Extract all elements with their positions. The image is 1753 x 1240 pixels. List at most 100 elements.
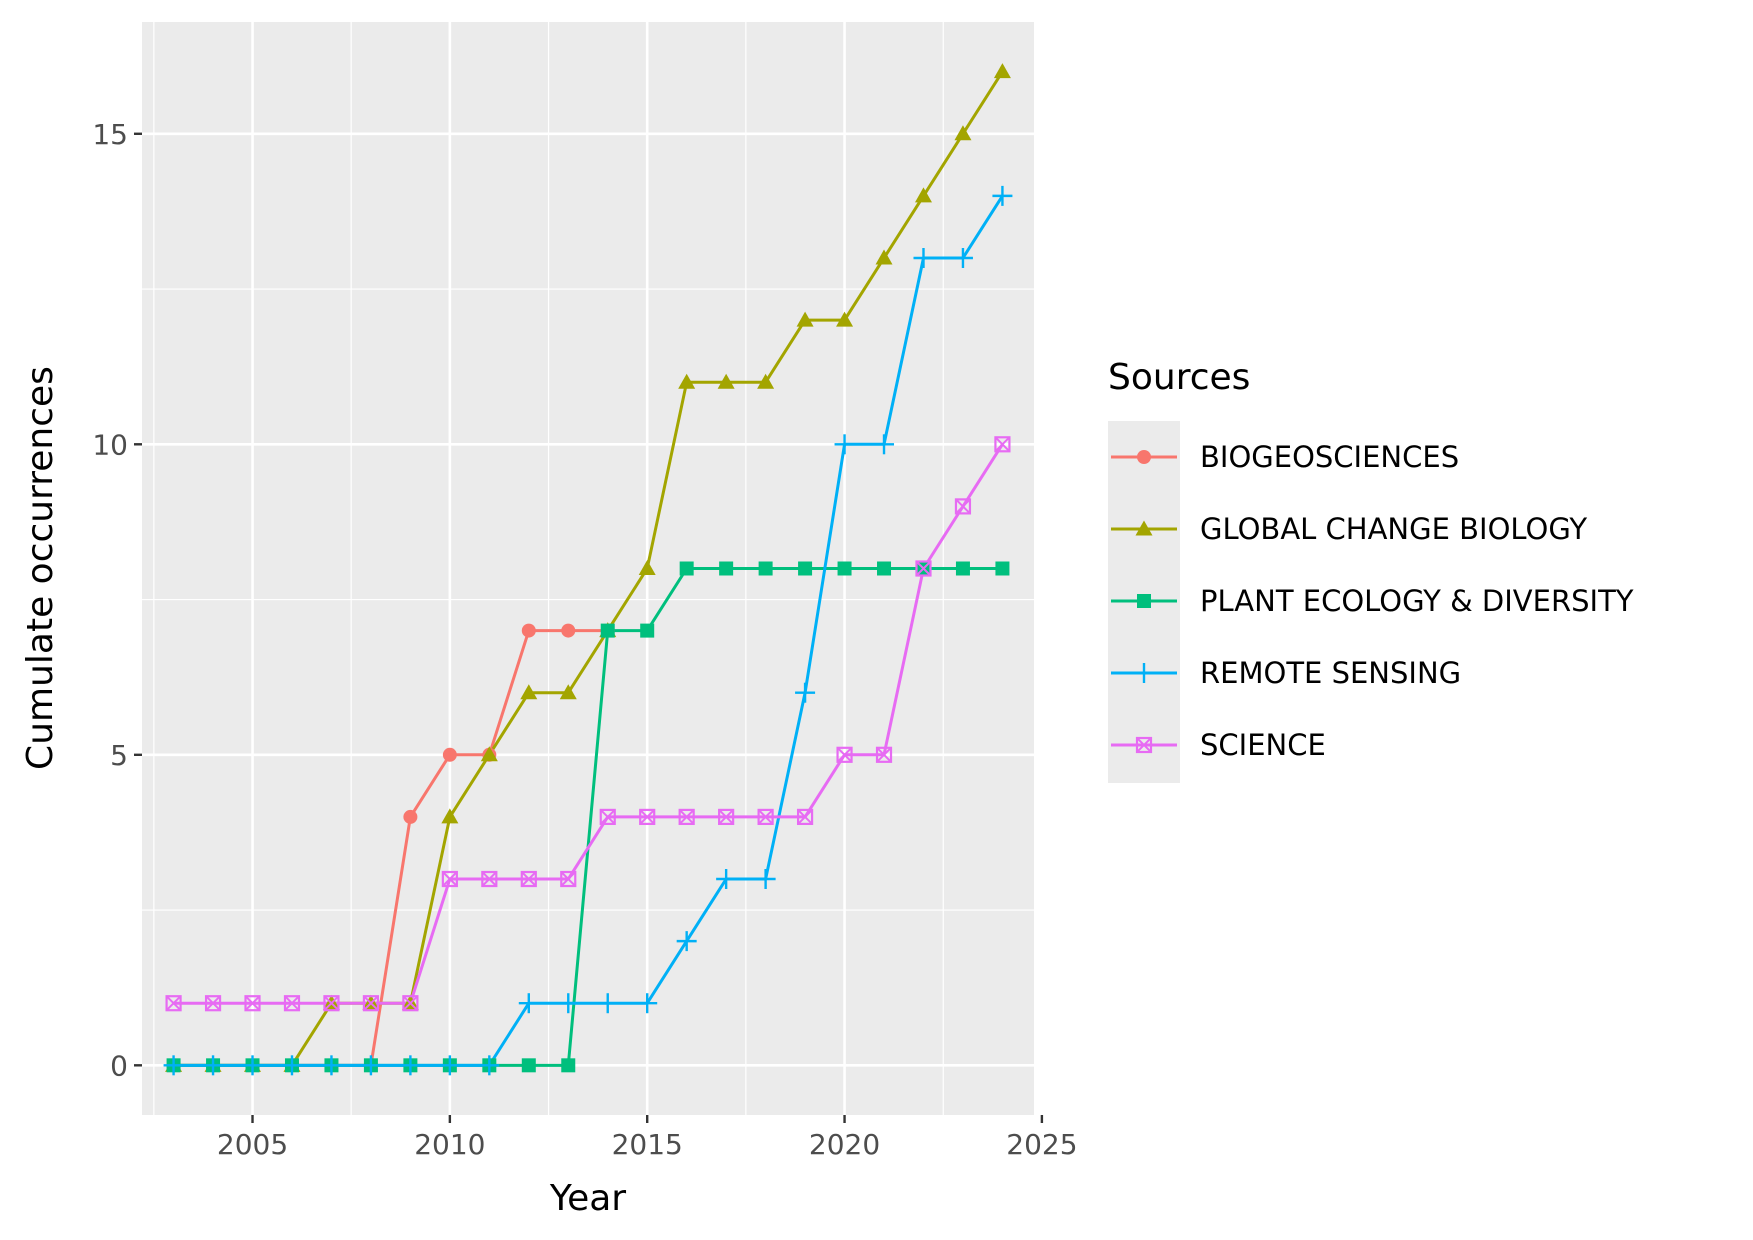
data-point-biogeosciences	[403, 809, 418, 824]
data-point-science	[204, 995, 222, 1012]
data-point-science	[954, 498, 972, 515]
data-point-global-change-biology	[717, 373, 735, 389]
data-point-biogeosciences	[442, 747, 457, 762]
data-point-global-change-biology	[757, 373, 775, 389]
data-point-science	[994, 436, 1011, 453]
minor-gridlines	[142, 22, 1034, 1115]
data-point-plant-ecology-diversity	[719, 561, 734, 576]
legend-item-plant-ecology-diversity: PLANT ECOLOGY & DIVERSITY	[1111, 584, 1634, 618]
y-axis: 0 5 10 15	[92, 118, 142, 1082]
data-point-plant-ecology-diversity	[600, 623, 615, 638]
data-point-science	[599, 808, 616, 826]
data-point-remote-sensing	[479, 1055, 500, 1076]
data-point-plant-ecology-diversity	[679, 561, 694, 576]
x-tick-label: 2005	[217, 1128, 288, 1161]
data-point-plant-ecology-diversity	[758, 561, 773, 576]
data-point-remote-sensing	[163, 1055, 184, 1076]
data-point-science	[836, 746, 853, 763]
data-point-global-change-biology	[441, 808, 459, 824]
data-point-global-change-biology	[559, 684, 577, 700]
legend-items: BIOGEOSCIENCES GLOBAL CHANGE BIOLOGY PLANT…	[1111, 440, 1634, 762]
y-tick-label: 5	[110, 739, 128, 772]
data-point-science	[560, 870, 577, 888]
x-tick-label: 2025	[1006, 1128, 1077, 1161]
data-point-remote-sensing	[874, 434, 895, 455]
legend-label: BIOGEOSCIENCES	[1200, 440, 1459, 474]
data-point-science	[362, 995, 380, 1012]
data-point-global-change-biology	[520, 684, 538, 700]
series-line-remote-sensing	[173, 195, 1004, 1067]
data-point-science	[323, 995, 340, 1012]
data-point-global-change-biology	[836, 311, 854, 327]
series-line-global-change-biology	[173, 70, 1004, 1067]
data-point-global-change-biology	[796, 311, 814, 327]
x-axis-title: Year	[549, 1178, 626, 1219]
legend-key-marker	[1135, 520, 1153, 536]
y-tick-label: 0	[110, 1049, 128, 1082]
data-point-remote-sensing	[281, 1055, 302, 1076]
x-tick-label: 2020	[809, 1128, 880, 1161]
data-point-plant-ecology-diversity	[640, 623, 655, 638]
data-point-science	[915, 560, 932, 577]
legend: Sources BIOGEOSCIENCES GLOBAL CHANGE BIOL…	[1108, 357, 1634, 783]
data-point-remote-sensing	[795, 682, 816, 703]
data-point-global-change-biology	[638, 560, 656, 575]
data-point-remote-sensing	[952, 247, 973, 268]
legend-title: Sources	[1108, 357, 1250, 398]
data-point-plant-ecology-diversity	[521, 1058, 536, 1073]
data-point-remote-sensing	[755, 869, 776, 890]
legend-key-marker	[1137, 594, 1151, 608]
data-point-science	[875, 746, 893, 763]
x-axis: 2005 2010 2015 2020 2025	[217, 1115, 1078, 1161]
data-point-science	[639, 808, 656, 826]
data-point-remote-sensing	[834, 434, 855, 455]
data-point-science	[402, 995, 419, 1012]
legend-item-biogeosciences: BIOGEOSCIENCES	[1111, 440, 1459, 474]
data-point-biogeosciences	[561, 623, 576, 638]
data-point-science	[520, 870, 537, 888]
data-point-remote-sensing	[360, 1055, 381, 1076]
data-point-science	[757, 808, 774, 826]
legend-label: GLOBAL CHANGE BIOLOGY	[1200, 512, 1587, 546]
data-point-remote-sensing	[597, 993, 618, 1014]
data-point-remote-sensing	[637, 993, 658, 1014]
data-point-remote-sensing	[558, 993, 579, 1014]
series-line-science	[173, 443, 1004, 1005]
data-point-remote-sensing	[400, 1055, 421, 1076]
legend-label: REMOTE SENSING	[1200, 656, 1461, 690]
data-point-remote-sensing	[716, 869, 737, 890]
legend-label: SCIENCE	[1200, 728, 1326, 762]
legend-key-marker	[1137, 450, 1151, 464]
data-point-science	[441, 870, 458, 888]
data-point-global-change-biology	[954, 125, 972, 141]
data-point-global-change-biology	[993, 63, 1011, 79]
series-points	[163, 63, 1013, 1076]
data-point-global-change-biology	[480, 746, 498, 762]
data-point-plant-ecology-diversity	[955, 561, 970, 576]
data-point-science	[283, 995, 301, 1012]
data-point-biogeosciences	[521, 623, 536, 638]
legend-item-global-change-biology: GLOBAL CHANGE BIOLOGY	[1111, 512, 1587, 546]
data-point-remote-sensing	[203, 1055, 224, 1076]
data-point-science	[481, 870, 498, 888]
data-point-global-change-biology	[914, 187, 932, 203]
data-point-plant-ecology-diversity	[561, 1058, 576, 1073]
data-point-remote-sensing	[321, 1055, 342, 1076]
y-tick-label: 15	[92, 118, 128, 151]
data-point-remote-sensing	[676, 931, 697, 952]
data-point-global-change-biology	[678, 373, 696, 389]
y-tick-label: 10	[92, 428, 128, 461]
x-tick-label: 2010	[414, 1128, 485, 1161]
data-point-remote-sensing	[439, 1055, 460, 1076]
data-point-remote-sensing	[992, 185, 1013, 206]
data-point-plant-ecology-diversity	[798, 561, 813, 576]
legend-item-remote-sensing: REMOTE SENSING	[1111, 656, 1461, 690]
data-point-science	[796, 808, 814, 826]
y-axis-title: Cumulate occurrences	[20, 366, 61, 770]
data-point-remote-sensing	[242, 1055, 263, 1076]
legend-label: PLANT ECOLOGY & DIVERSITY	[1200, 584, 1634, 618]
legend-key-marker	[1134, 663, 1154, 683]
x-tick-label: 2015	[612, 1128, 683, 1161]
data-point-plant-ecology-diversity	[837, 561, 852, 576]
